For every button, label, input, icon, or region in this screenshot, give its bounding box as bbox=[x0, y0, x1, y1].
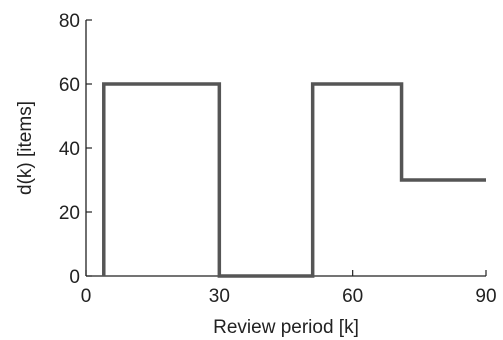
x-axis-label: Review period [k] bbox=[213, 317, 359, 338]
x-ticks: 0 30 60 90 bbox=[81, 270, 497, 307]
y-tick-label: 40 bbox=[59, 139, 80, 160]
x-tick-label: 30 bbox=[209, 286, 230, 307]
x-tick-label: 90 bbox=[475, 286, 496, 307]
y-tick-label: 20 bbox=[59, 203, 80, 224]
y-tick-label: 80 bbox=[59, 11, 80, 32]
series-line bbox=[102, 82, 486, 278]
y-ticks: 0 20 40 60 80 bbox=[59, 11, 92, 288]
plot-area bbox=[85, 20, 486, 277]
y-axis-label: d(k) [items] bbox=[15, 101, 36, 195]
y-tick-label: 60 bbox=[59, 75, 80, 96]
x-tick-label: 0 bbox=[81, 286, 92, 307]
y-tick-label: 0 bbox=[69, 267, 80, 288]
x-tick-label: 60 bbox=[342, 286, 363, 307]
